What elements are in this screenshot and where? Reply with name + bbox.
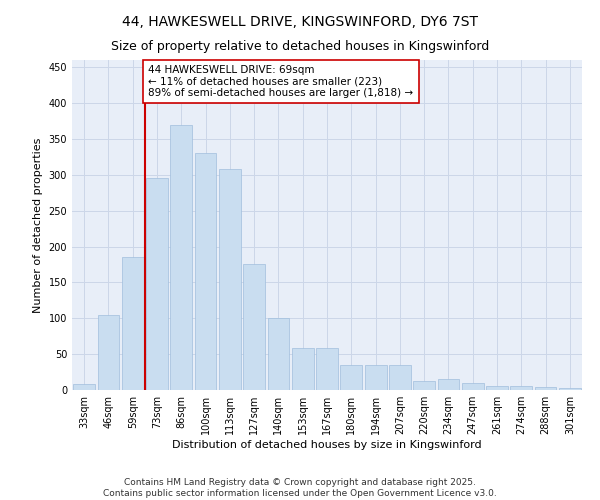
Bar: [292, 348, 314, 390]
Bar: [535, 387, 556, 390]
Text: Contains HM Land Registry data © Crown copyright and database right 2025.
Contai: Contains HM Land Registry data © Crown c…: [103, 478, 497, 498]
Bar: [486, 386, 508, 390]
Bar: [437, 378, 460, 390]
Text: 44 HAWKESWELL DRIVE: 69sqm
← 11% of detached houses are smaller (223)
89% of sem: 44 HAWKESWELL DRIVE: 69sqm ← 11% of deta…: [149, 65, 413, 98]
Text: 44, HAWKESWELL DRIVE, KINGSWINFORD, DY6 7ST: 44, HAWKESWELL DRIVE, KINGSWINFORD, DY6 …: [122, 15, 478, 29]
Bar: [170, 124, 192, 390]
Y-axis label: Number of detached properties: Number of detached properties: [33, 138, 43, 312]
Text: Size of property relative to detached houses in Kingswinford: Size of property relative to detached ho…: [111, 40, 489, 53]
Bar: [389, 365, 411, 390]
Bar: [122, 258, 143, 390]
Bar: [340, 365, 362, 390]
Bar: [462, 383, 484, 390]
Bar: [268, 318, 289, 390]
Bar: [243, 264, 265, 390]
Bar: [194, 154, 217, 390]
Bar: [219, 169, 241, 390]
Bar: [316, 348, 338, 390]
X-axis label: Distribution of detached houses by size in Kingswinford: Distribution of detached houses by size …: [172, 440, 482, 450]
Bar: [413, 382, 435, 390]
Bar: [559, 388, 581, 390]
Bar: [73, 384, 95, 390]
Bar: [365, 365, 386, 390]
Bar: [97, 314, 119, 390]
Bar: [511, 386, 532, 390]
Bar: [146, 178, 168, 390]
